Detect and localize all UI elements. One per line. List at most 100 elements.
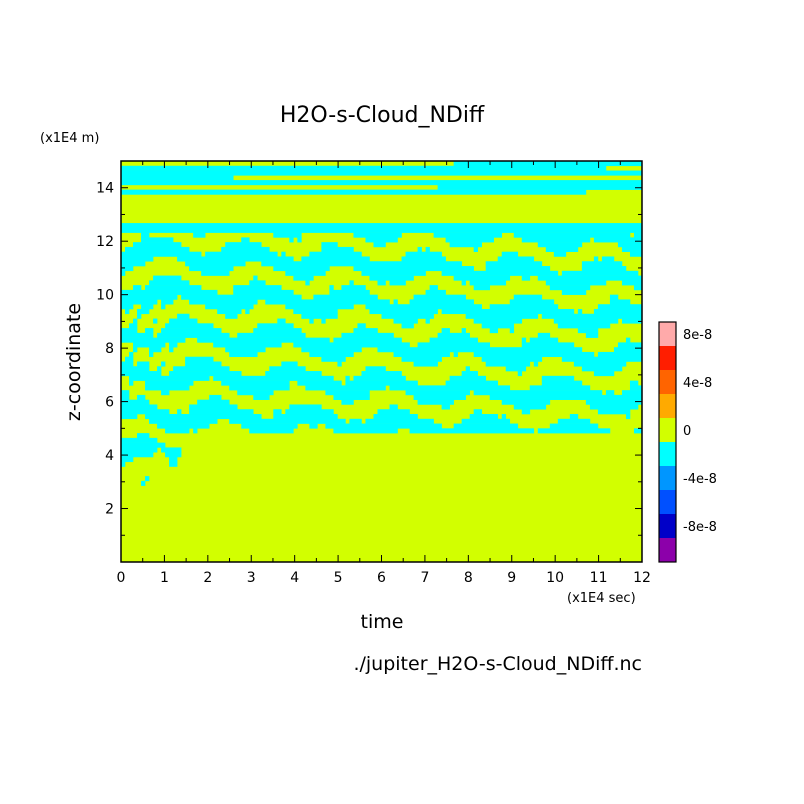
y-unit-label: (x1E4 m) <box>40 131 99 146</box>
heatmap-cell <box>333 337 402 343</box>
heatmap-cell <box>369 275 414 281</box>
x-tick-label: 9 <box>507 570 516 586</box>
heatmap-cell <box>185 261 246 267</box>
heatmap-cell <box>401 256 446 262</box>
heatmap-cell <box>465 313 539 319</box>
heatmap-cell <box>137 394 146 400</box>
heatmap-cell <box>225 347 266 353</box>
heatmap-cell <box>453 423 519 429</box>
heatmap-cell <box>121 289 218 295</box>
heatmap-cell <box>585 332 599 338</box>
y-axis-label: z-coordinate <box>63 303 85 421</box>
heatmap-cell <box>245 308 250 315</box>
heatmap-cell <box>257 323 294 329</box>
heatmap-cell <box>389 280 406 286</box>
heatmap-cell <box>521 342 575 348</box>
heatmap-cell <box>205 304 254 310</box>
heatmap-cell <box>377 409 410 415</box>
heatmap-cell <box>561 289 587 295</box>
heatmap-cell <box>461 328 466 334</box>
x-tick-label: 11 <box>590 570 608 586</box>
heatmap-cell <box>577 308 583 315</box>
heatmap-cell <box>121 223 643 229</box>
heatmap-cell <box>225 313 238 319</box>
heatmap-cell <box>121 180 643 186</box>
heatmap-cell <box>621 318 643 324</box>
heatmap-cell <box>121 266 134 272</box>
heatmap-cell <box>309 318 314 324</box>
heatmap-cell <box>529 385 591 391</box>
heatmap-cell <box>353 328 378 334</box>
heatmap-cell <box>617 242 643 248</box>
x-axis-label: time <box>361 611 404 633</box>
heatmap-cell <box>621 390 643 396</box>
colorbar-label: -4e-8 <box>683 472 717 487</box>
heatmap-cell <box>441 404 450 410</box>
heatmap-cell <box>593 371 615 377</box>
heatmap-cell <box>129 323 138 329</box>
heatmap-cell <box>537 275 643 281</box>
heatmap-cell <box>573 361 627 367</box>
heatmap-cell <box>165 452 182 458</box>
heatmap-cell <box>489 328 499 334</box>
heatmap-cell <box>609 299 631 305</box>
heatmap-cell <box>369 308 438 315</box>
heatmap-cell <box>121 304 134 310</box>
heatmap-cell <box>133 318 138 324</box>
heatmap-cell <box>389 404 398 410</box>
heatmap-cell <box>281 251 286 257</box>
heatmap-cell <box>437 332 470 338</box>
heatmap-cell <box>481 323 515 329</box>
heatmap-cell <box>633 428 643 434</box>
heatmap-cell <box>213 375 334 381</box>
heatmap-cell <box>253 328 302 334</box>
heatmap-cell <box>409 428 535 434</box>
heatmap-cell <box>445 380 499 386</box>
heatmap-cell <box>193 232 206 238</box>
chart-title: H2O-s-Cloud_NDiff <box>280 103 485 128</box>
heatmap-cell <box>121 328 138 334</box>
heatmap-cell <box>321 242 338 248</box>
heatmap-cell <box>341 332 394 338</box>
heatmap-cell <box>185 361 222 367</box>
heatmap-cell <box>201 270 230 276</box>
heatmap-cell <box>305 280 310 286</box>
heatmap-cell <box>429 285 438 291</box>
heatmap-cell <box>621 280 643 286</box>
heatmap-cell <box>557 418 591 424</box>
heatmap-cell <box>137 308 150 315</box>
heatmap-cell <box>401 356 442 362</box>
heatmap-cell <box>405 390 470 396</box>
colorbar-swatch <box>659 418 676 442</box>
heatmap-cell <box>461 371 478 377</box>
heatmap-cell <box>145 385 190 391</box>
heatmap-cell <box>417 246 422 252</box>
heatmap-cell <box>161 361 166 367</box>
heatmap-cell <box>381 313 434 319</box>
heatmap-cell <box>125 308 130 315</box>
heatmap-cell <box>145 476 150 482</box>
heatmap-cell <box>301 347 362 353</box>
heatmap-cell <box>453 161 643 167</box>
heatmap-cell <box>445 237 495 243</box>
heatmap-cell <box>321 356 346 362</box>
heatmap-cell <box>133 347 138 353</box>
heatmap-cell <box>441 328 450 334</box>
heatmap-cell <box>249 428 294 434</box>
heatmap-cell <box>145 414 262 420</box>
heatmap-cell <box>121 452 154 458</box>
heatmap-cell <box>285 304 354 310</box>
heatmap-cell <box>349 280 354 286</box>
y-tick-label: 8 <box>105 341 114 357</box>
heatmap-cell <box>529 337 559 343</box>
heatmap-cell <box>153 275 182 281</box>
heatmap-cell <box>121 332 154 338</box>
heatmap-cell <box>393 351 450 358</box>
heatmap-cell <box>121 390 130 396</box>
colorbar-frame <box>658 321 677 563</box>
heatmap-cell <box>137 433 150 439</box>
x-tick-label: 8 <box>464 570 473 586</box>
heatmap-cell <box>393 318 418 324</box>
colorbar-label: 8e-8 <box>683 328 712 343</box>
